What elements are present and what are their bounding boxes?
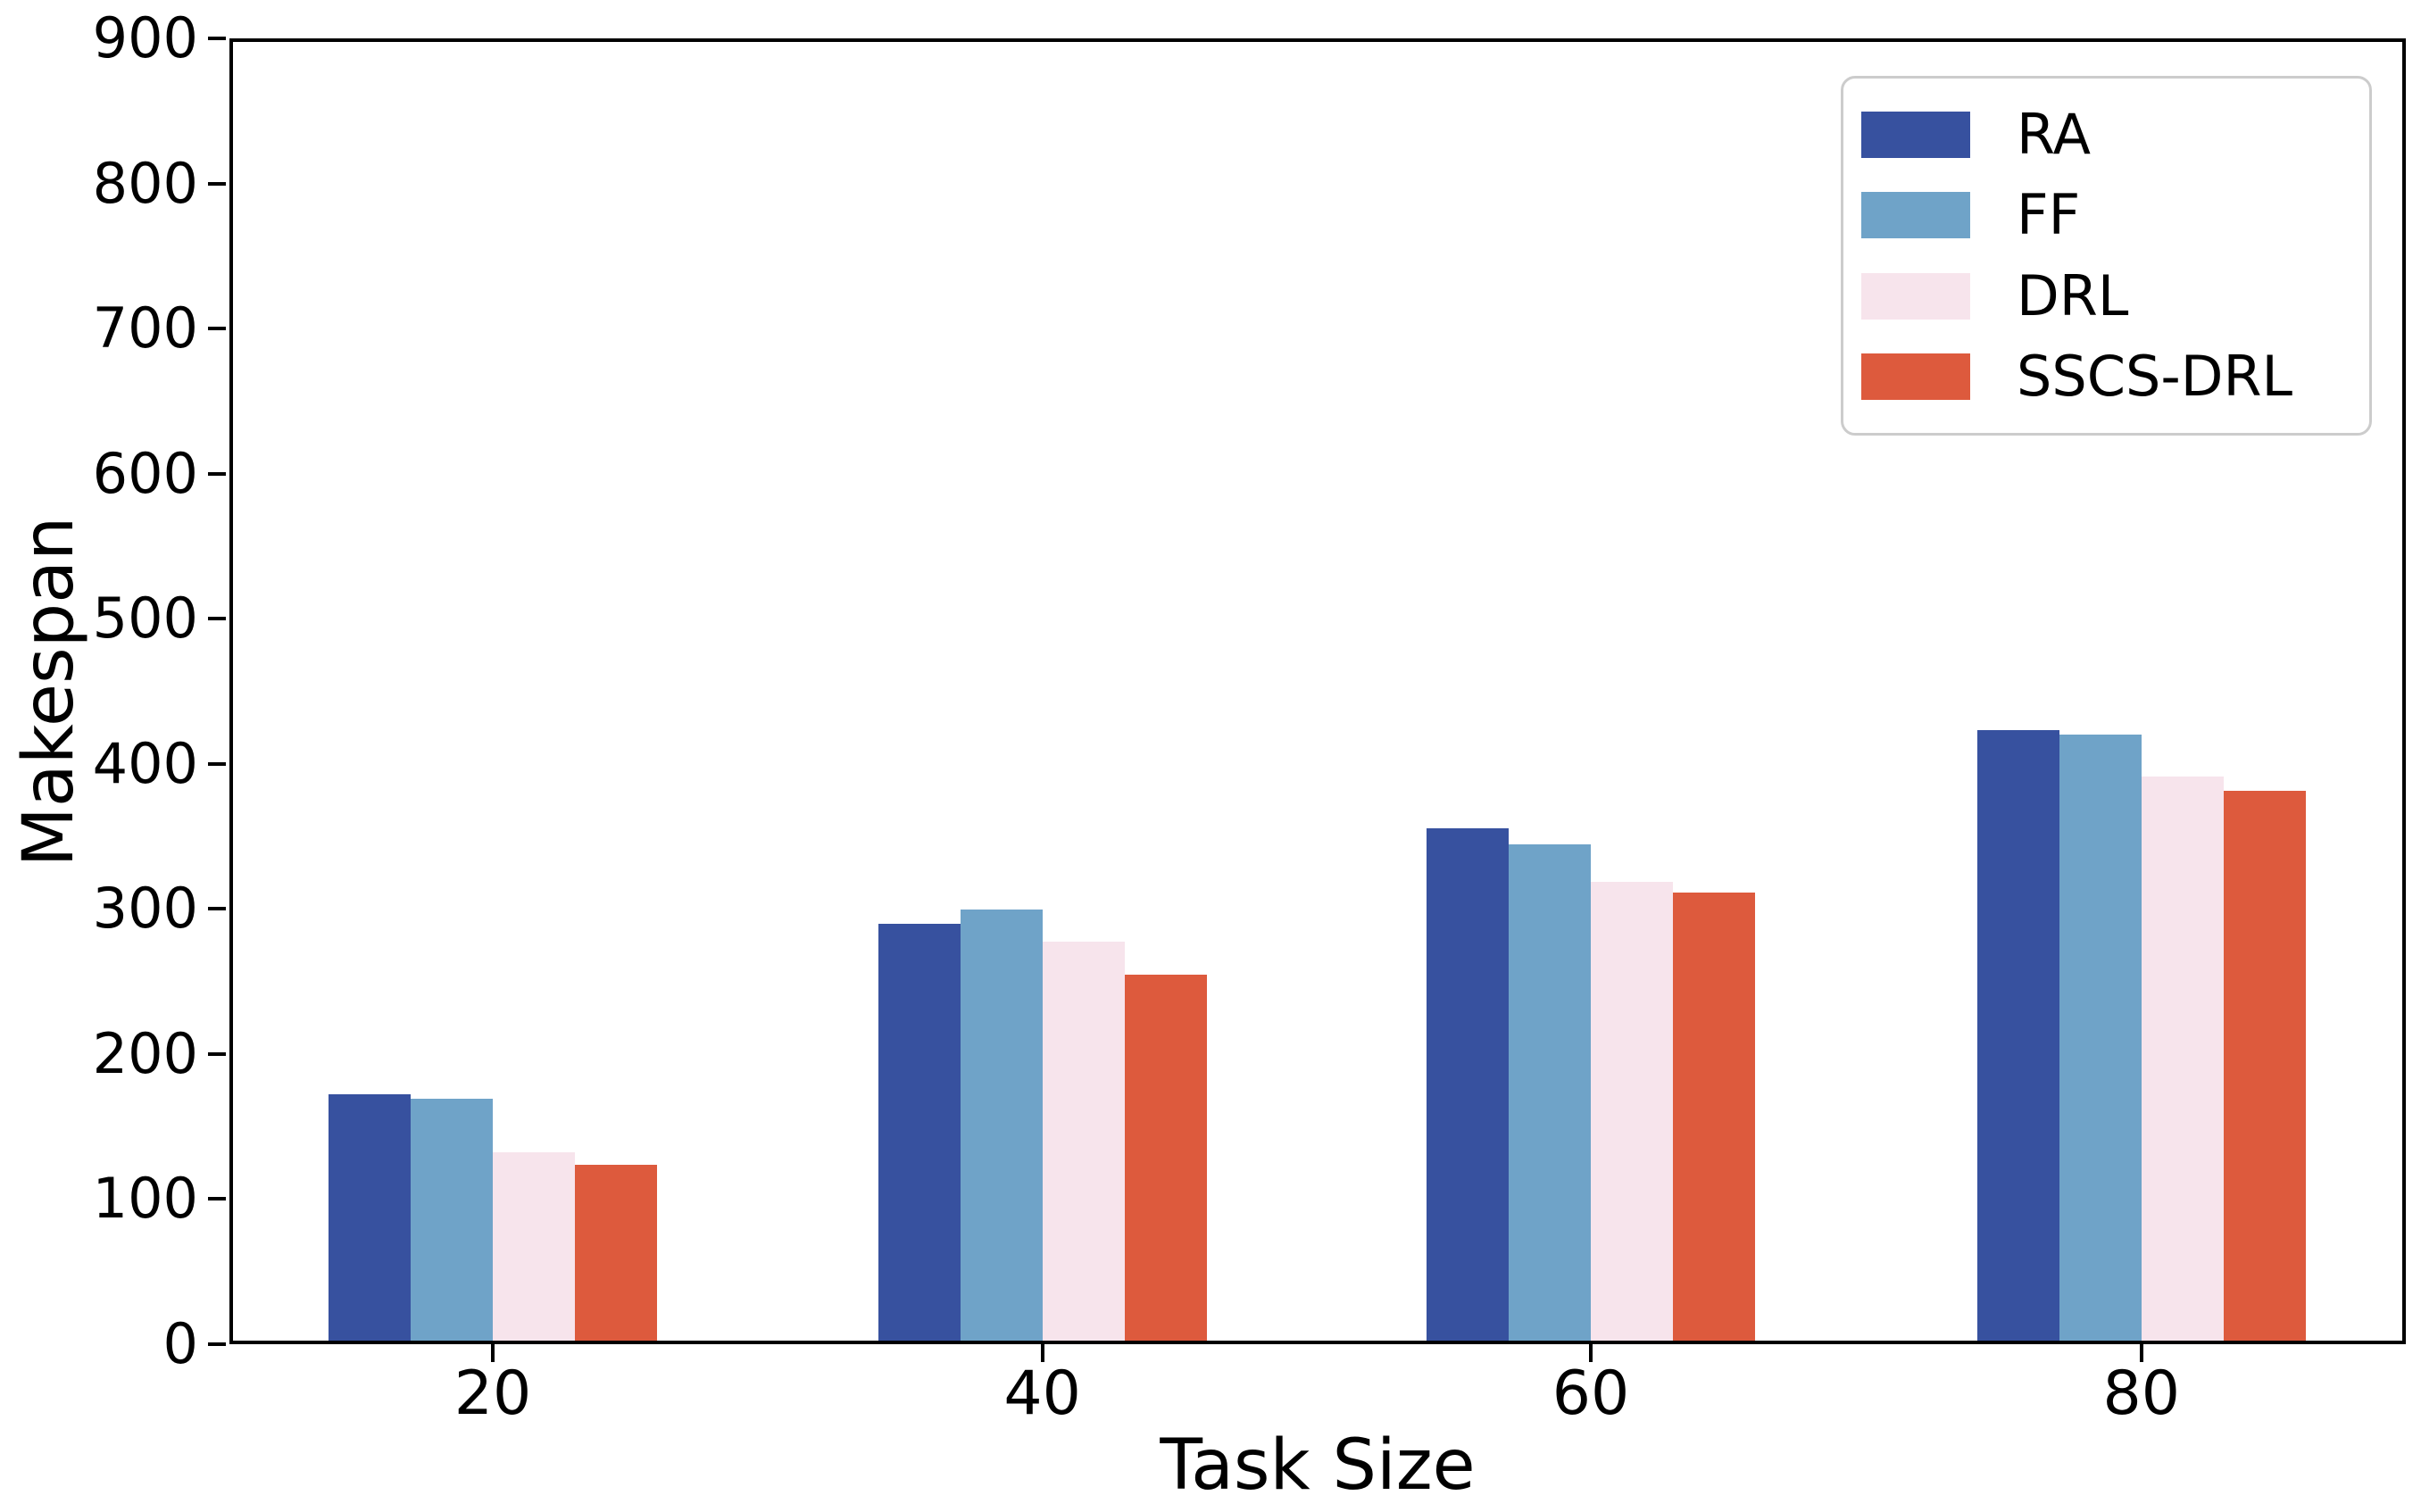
y-tick-label: 800 xyxy=(92,150,198,216)
legend-label: DRL xyxy=(2017,262,2129,328)
y-tick-label: 700 xyxy=(92,295,198,361)
bar-drl-60 xyxy=(1590,882,1673,1341)
y-axis-title: Makespan xyxy=(9,516,89,868)
bar-sscs-drl-80 xyxy=(2223,790,2306,1341)
y-tick-mark xyxy=(208,1197,226,1201)
y-tick-label: 400 xyxy=(92,730,198,796)
legend-label: SSCS-DRL xyxy=(2017,343,2293,409)
legend-label: RA xyxy=(2017,102,2091,168)
bar-drl-20 xyxy=(492,1151,575,1341)
legend-item-drl: DRL xyxy=(1861,262,2369,328)
legend-swatch-ff xyxy=(1861,192,1970,239)
legend-item-ff: FF xyxy=(1861,187,2369,244)
legend-swatch-sscs-drl xyxy=(1861,353,1970,400)
bar-sscs-drl-60 xyxy=(1672,892,1755,1341)
y-tick-mark xyxy=(208,37,226,40)
bar-ra-80 xyxy=(1976,729,2059,1341)
bar-ff-40 xyxy=(960,910,1043,1341)
y-tick-mark xyxy=(208,471,226,476)
x-tick-label: 20 xyxy=(453,1358,532,1429)
y-tick-label: 300 xyxy=(92,876,198,942)
legend-label: FF xyxy=(2017,182,2081,248)
y-tick-mark xyxy=(208,327,226,331)
y-tick-mark xyxy=(208,761,226,766)
y-tick-mark xyxy=(208,1342,226,1346)
y-tick-label: 900 xyxy=(92,5,198,71)
x-tick-mark xyxy=(490,1344,495,1362)
legend-swatch-ra xyxy=(1861,112,1970,159)
bar-ff-20 xyxy=(410,1098,493,1341)
y-tick-label: 500 xyxy=(92,586,198,652)
y-tick-mark xyxy=(208,181,226,186)
x-tick-label: 60 xyxy=(1552,1358,1630,1429)
bar-drl-40 xyxy=(1042,941,1125,1341)
x-tick-label: 40 xyxy=(1003,1358,1081,1429)
y-tick-mark xyxy=(208,1051,226,1056)
legend-item-ra: RA xyxy=(1861,106,2369,163)
bar-ra-40 xyxy=(878,924,961,1341)
legend-swatch-drl xyxy=(1861,272,1970,320)
bar-sscs-drl-20 xyxy=(574,1165,657,1341)
bar-ra-20 xyxy=(328,1093,411,1341)
y-tick-label: 0 xyxy=(162,1311,198,1376)
legend-item-sscs-drl: SSCS-DRL xyxy=(1861,343,2369,409)
y-tick-label: 200 xyxy=(92,1020,198,1086)
y-tick-mark xyxy=(208,617,226,621)
bar-drl-80 xyxy=(2141,776,2224,1341)
x-tick-mark xyxy=(2139,1344,2143,1362)
x-tick-mark xyxy=(1040,1344,1044,1362)
bar-ff-80 xyxy=(2059,734,2142,1341)
x-tick-mark xyxy=(1588,1344,1593,1362)
bar-sscs-drl-40 xyxy=(1124,975,1207,1341)
y-tick-label: 600 xyxy=(92,440,198,506)
legend: RA FF DRL SSCS-DRL xyxy=(1841,76,2372,436)
x-axis-title: Task Size xyxy=(1160,1425,1476,1506)
y-tick-mark xyxy=(208,907,226,911)
x-tick-label: 80 xyxy=(2102,1358,2181,1429)
y-tick-label: 100 xyxy=(92,1166,198,1232)
bar-ra-60 xyxy=(1426,828,1509,1341)
bar-ff-60 xyxy=(1508,844,1591,1341)
